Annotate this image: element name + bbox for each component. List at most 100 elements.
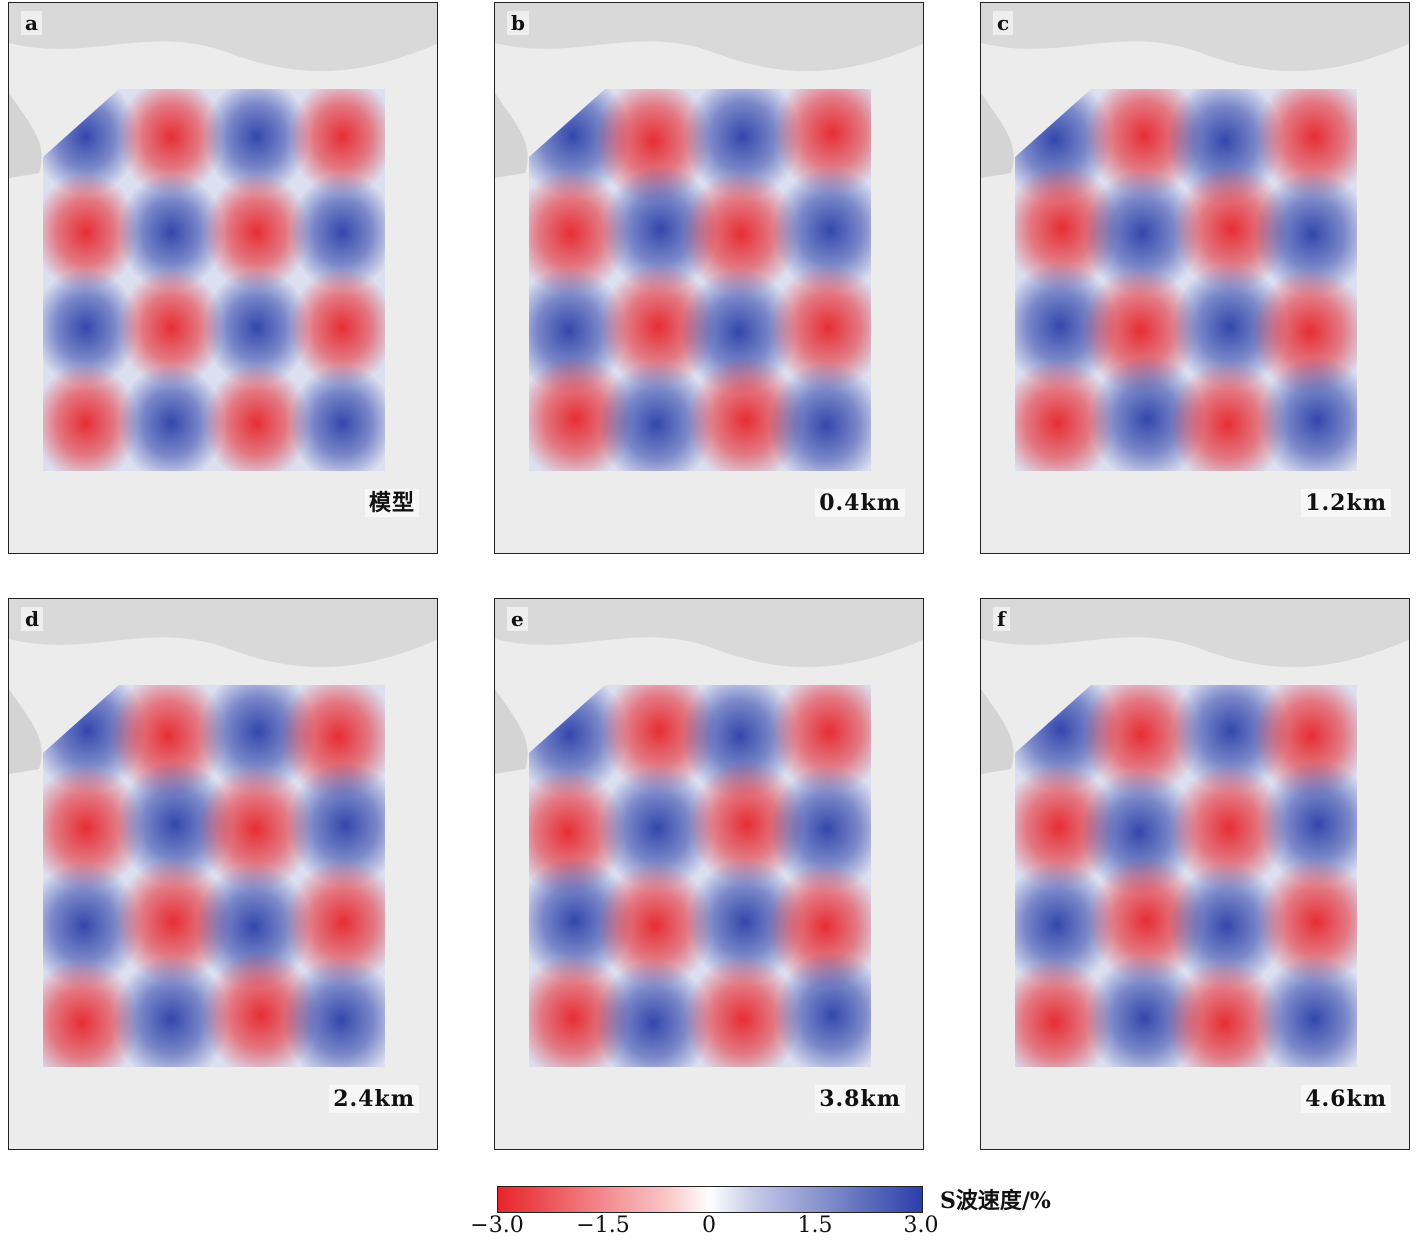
colorbar-tick: −3.0 — [470, 1213, 524, 1238]
map-panel-a — [9, 3, 437, 553]
panel-letter: b — [507, 11, 529, 35]
slow-anomaly-cell — [285, 859, 385, 986]
fast-anomaly-cell — [1084, 170, 1201, 297]
colorbar-tick: −1.5 — [576, 1213, 630, 1238]
fast-anomaly-cell — [769, 766, 871, 893]
slow-anomaly-cell — [771, 685, 871, 795]
depth-label: 4.6km — [1301, 1085, 1391, 1113]
slow-anomaly-cell — [203, 173, 310, 292]
fast-anomaly-cell — [118, 364, 225, 471]
panel-e: e 3.8km — [494, 598, 924, 1150]
fast-anomaly-cell — [1168, 862, 1285, 989]
velocity-anomaly-area — [529, 685, 871, 1067]
fast-anomaly-cell — [768, 362, 871, 471]
slow-anomaly-cell — [43, 960, 140, 1067]
fast-anomaly-cell — [598, 361, 715, 471]
fast-anomaly-cell — [287, 762, 385, 889]
panel-letter: d — [21, 607, 43, 631]
fast-anomaly-cell — [289, 364, 385, 471]
slow-anomaly-cell — [774, 89, 871, 196]
slow-anomaly-cell — [289, 268, 385, 387]
fast-anomaly-cell — [1015, 861, 1115, 988]
slow-anomaly-cell — [43, 765, 144, 892]
mountain-relief — [495, 689, 528, 774]
slow-anomaly-cell — [1015, 959, 1113, 1067]
mountain-relief — [9, 93, 42, 178]
panel-letter: e — [507, 607, 528, 631]
fast-anomaly-cell — [203, 268, 310, 387]
slow-anomaly-cell — [43, 364, 139, 471]
depth-label: 3.8km — [815, 1085, 905, 1113]
mountain-relief — [9, 3, 437, 72]
slow-anomaly-cell — [682, 171, 799, 298]
velocity-anomaly-area — [43, 685, 385, 1067]
colorbar-tick: 3.0 — [903, 1213, 939, 1238]
fast-anomaly-cell — [595, 960, 712, 1067]
slow-anomaly-cell — [529, 170, 629, 297]
mountain-relief — [981, 689, 1014, 774]
fast-anomaly-cell — [118, 173, 225, 292]
panel-a: a 模型 — [8, 2, 438, 554]
mountain-relief — [9, 689, 42, 774]
slow-anomaly-cell — [289, 89, 385, 196]
slow-anomaly-cell — [1258, 858, 1357, 985]
mountain-relief — [9, 599, 437, 668]
panel-letter: c — [993, 11, 1014, 35]
map-panel-b — [495, 3, 923, 553]
fast-anomaly-cell — [599, 765, 716, 892]
slow-anomaly-cell — [770, 264, 871, 391]
mountain-relief — [495, 599, 923, 668]
panel-letter: f — [993, 607, 1010, 631]
fast-anomaly-cell — [289, 173, 385, 292]
slow-anomaly-cell — [118, 89, 225, 196]
depth-label: 2.4km — [329, 1085, 419, 1113]
fast-anomaly-cell — [203, 89, 310, 196]
fast-anomaly-cell — [283, 957, 385, 1067]
mountain-relief — [495, 3, 923, 72]
colorbar-tick: 1.5 — [797, 1213, 833, 1238]
colorbar — [497, 1186, 923, 1213]
mountain-relief — [981, 93, 1014, 178]
slow-anomaly-cell — [684, 956, 801, 1067]
map-panel-c — [981, 3, 1409, 553]
panel-b: b 0.4km — [494, 2, 924, 554]
fast-anomaly-cell — [43, 268, 139, 387]
slow-anomaly-cell — [43, 173, 139, 292]
slow-anomaly-cell — [118, 268, 225, 387]
mountain-relief — [981, 3, 1409, 72]
panel-d: d 2.4km — [8, 598, 438, 1150]
slow-anomaly-cell — [1015, 360, 1116, 471]
fast-anomaly-cell — [113, 956, 230, 1067]
slow-anomaly-cell — [1256, 89, 1357, 200]
depth-label: 0.4km — [815, 489, 905, 517]
map-panel-e — [495, 599, 923, 1149]
map-panel-f — [981, 599, 1409, 1149]
slow-anomaly-cell — [1083, 685, 1200, 798]
panel-f: f 4.6km — [980, 598, 1410, 1150]
depth-label: 模型 — [364, 489, 419, 517]
fast-anomaly-cell — [1256, 956, 1357, 1067]
slow-anomaly-cell — [1169, 361, 1286, 471]
colorbar-title: S波速度/% — [940, 1188, 1051, 1214]
slow-anomaly-cell — [1166, 960, 1283, 1067]
panel-c: c 1.2km — [980, 2, 1410, 554]
velocity-anomaly-area — [1015, 89, 1357, 471]
panel-letter: a — [21, 11, 42, 35]
mountain-relief — [981, 599, 1409, 668]
fast-anomaly-cell — [1254, 171, 1357, 298]
velocity-anomaly-area — [529, 89, 871, 471]
slow-anomaly-cell — [197, 766, 314, 893]
velocity-anomaly-area — [43, 89, 385, 471]
fast-anomaly-cell — [1259, 357, 1357, 471]
fast-anomaly-cell — [1260, 761, 1357, 888]
map-panel-d — [9, 599, 437, 1149]
mountain-relief — [495, 93, 528, 178]
velocity-anomaly-area — [1015, 685, 1357, 1067]
colorbar-tick: 0 — [702, 1213, 716, 1238]
slow-anomaly-cell — [1170, 765, 1287, 892]
slow-anomaly-cell — [597, 862, 714, 989]
fast-anomaly-cell — [772, 167, 871, 294]
slow-anomaly-cell — [203, 364, 310, 471]
fast-anomaly-cell — [774, 952, 871, 1067]
depth-label: 1.2km — [1301, 489, 1391, 517]
